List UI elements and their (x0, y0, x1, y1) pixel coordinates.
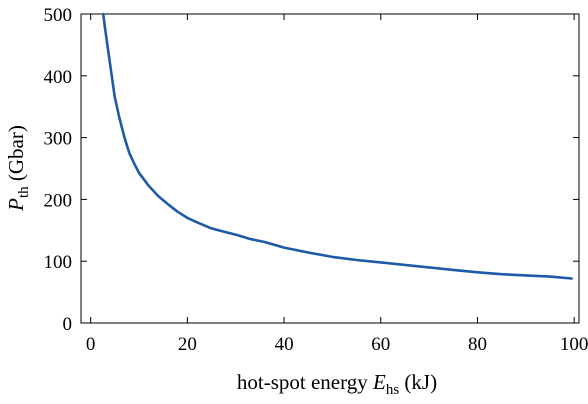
x-tick-label: 20 (178, 334, 197, 355)
y-axis-label-sub: th (16, 186, 32, 198)
x-tick-label: 100 (560, 334, 588, 355)
y-tick-label: 500 (44, 5, 73, 26)
x-tick-label: 80 (468, 334, 487, 355)
y-tick-label: 0 (63, 314, 73, 335)
x-axis-label-sub: hs (386, 382, 400, 398)
y-axis-label: Pth (Gbar) (4, 125, 32, 212)
series-line (101, 12, 573, 280)
x-axis-label-var: E (372, 370, 386, 394)
y-tick-label: 300 (44, 129, 73, 150)
x-tick-label: 60 (371, 334, 390, 355)
x-axis-label: hot-spot energy Ehs (kJ) (237, 370, 437, 398)
y-tick-label: 400 (44, 67, 73, 88)
x-tick-label: 40 (275, 334, 294, 355)
y-tick-label: 100 (44, 252, 73, 273)
x-axis-label-pre: hot-spot energy (237, 370, 373, 394)
plot-frame (80, 13, 580, 324)
x-axis-label-post: (kJ) (399, 370, 437, 394)
x-tick-label: 0 (86, 334, 96, 355)
y-axis-label-post: (Gbar) (4, 125, 28, 186)
y-tick-label: 200 (44, 190, 73, 211)
ticks: 0 20 40 60 80 100 0 100 200 300 400 500 (44, 5, 588, 355)
y-axis-label-var: P (4, 198, 28, 212)
